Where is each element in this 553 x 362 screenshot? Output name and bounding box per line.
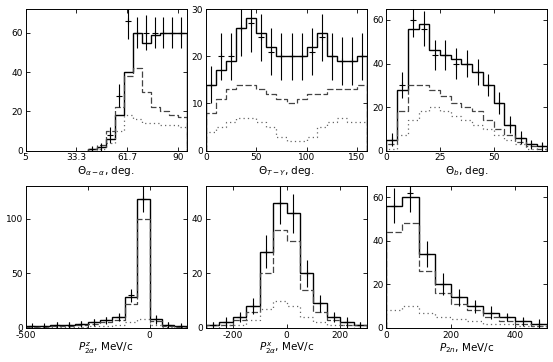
X-axis label: $\Theta_{b}$, deg.: $\Theta_{b}$, deg. [445,164,489,178]
X-axis label: $\Theta_{\alpha-\alpha}$, deg.: $\Theta_{\alpha-\alpha}$, deg. [77,164,135,178]
X-axis label: $P_{2n}$, MeV/c: $P_{2n}$, MeV/c [439,341,494,355]
X-axis label: $P_{2\alpha}^{x}$, MeV/c: $P_{2\alpha}^{x}$, MeV/c [259,341,314,357]
X-axis label: $P_{2\alpha}^{z}$, MeV/c: $P_{2\alpha}^{z}$, MeV/c [79,341,134,357]
X-axis label: $\Theta_{T-Y}$, deg.: $\Theta_{T-Y}$, deg. [258,164,315,178]
